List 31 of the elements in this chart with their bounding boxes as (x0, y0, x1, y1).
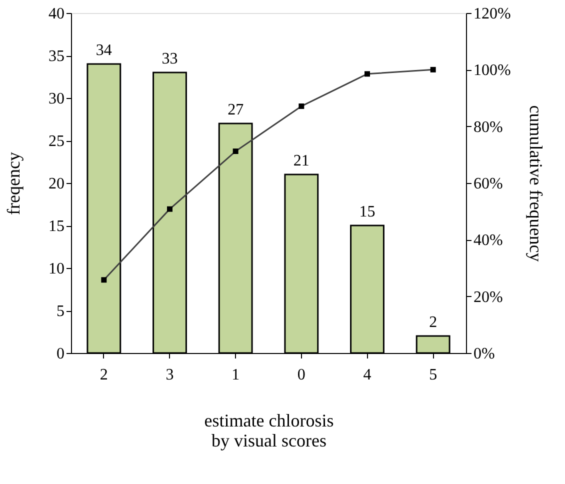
y-tick-label: 10 (48, 260, 64, 278)
data-label: 2 (429, 314, 438, 331)
y-tick-label: 15 (48, 218, 64, 235)
x-tick-label: 3 (166, 366, 174, 384)
y2-axis-title: cumulative frequency (526, 105, 546, 262)
x-tick-label: 5 (429, 366, 438, 384)
y2-tick-label: 0% (474, 346, 495, 362)
data-label: 27 (228, 102, 244, 118)
y-tick-label: 20 (48, 176, 64, 192)
x-tick-label: 1 (232, 366, 240, 384)
y-tick-label: 0 (56, 346, 64, 362)
y2-tick-label: 80% (474, 118, 503, 136)
y-tick-label: 30 (48, 90, 64, 108)
y2-tick-label: 60% (474, 176, 503, 192)
x-axis-title: estimate chlorosis by visual scores (204, 410, 334, 450)
y2-tick-label: 120% (474, 6, 511, 22)
x-tick-label: 2 (100, 366, 108, 384)
x-tick-label: 4 (363, 366, 372, 384)
y2-tick-label: 20% (474, 288, 503, 306)
y2-tick-label: 100% (474, 62, 511, 80)
y-axis-title: freqency (4, 152, 24, 215)
y-tick-label: 5 (56, 303, 64, 320)
data-label: 34 (96, 42, 112, 59)
y-tick-label: 25 (48, 133, 64, 150)
data-label: 15 (359, 204, 376, 220)
y-tick-label: 35 (48, 48, 64, 65)
data-label: 21 (293, 152, 310, 170)
x-tick-label: 0 (297, 366, 306, 384)
y2-tick-label: 40% (474, 232, 503, 250)
data-label: 33 (162, 50, 178, 68)
y-tick-label: 40 (48, 6, 64, 22)
